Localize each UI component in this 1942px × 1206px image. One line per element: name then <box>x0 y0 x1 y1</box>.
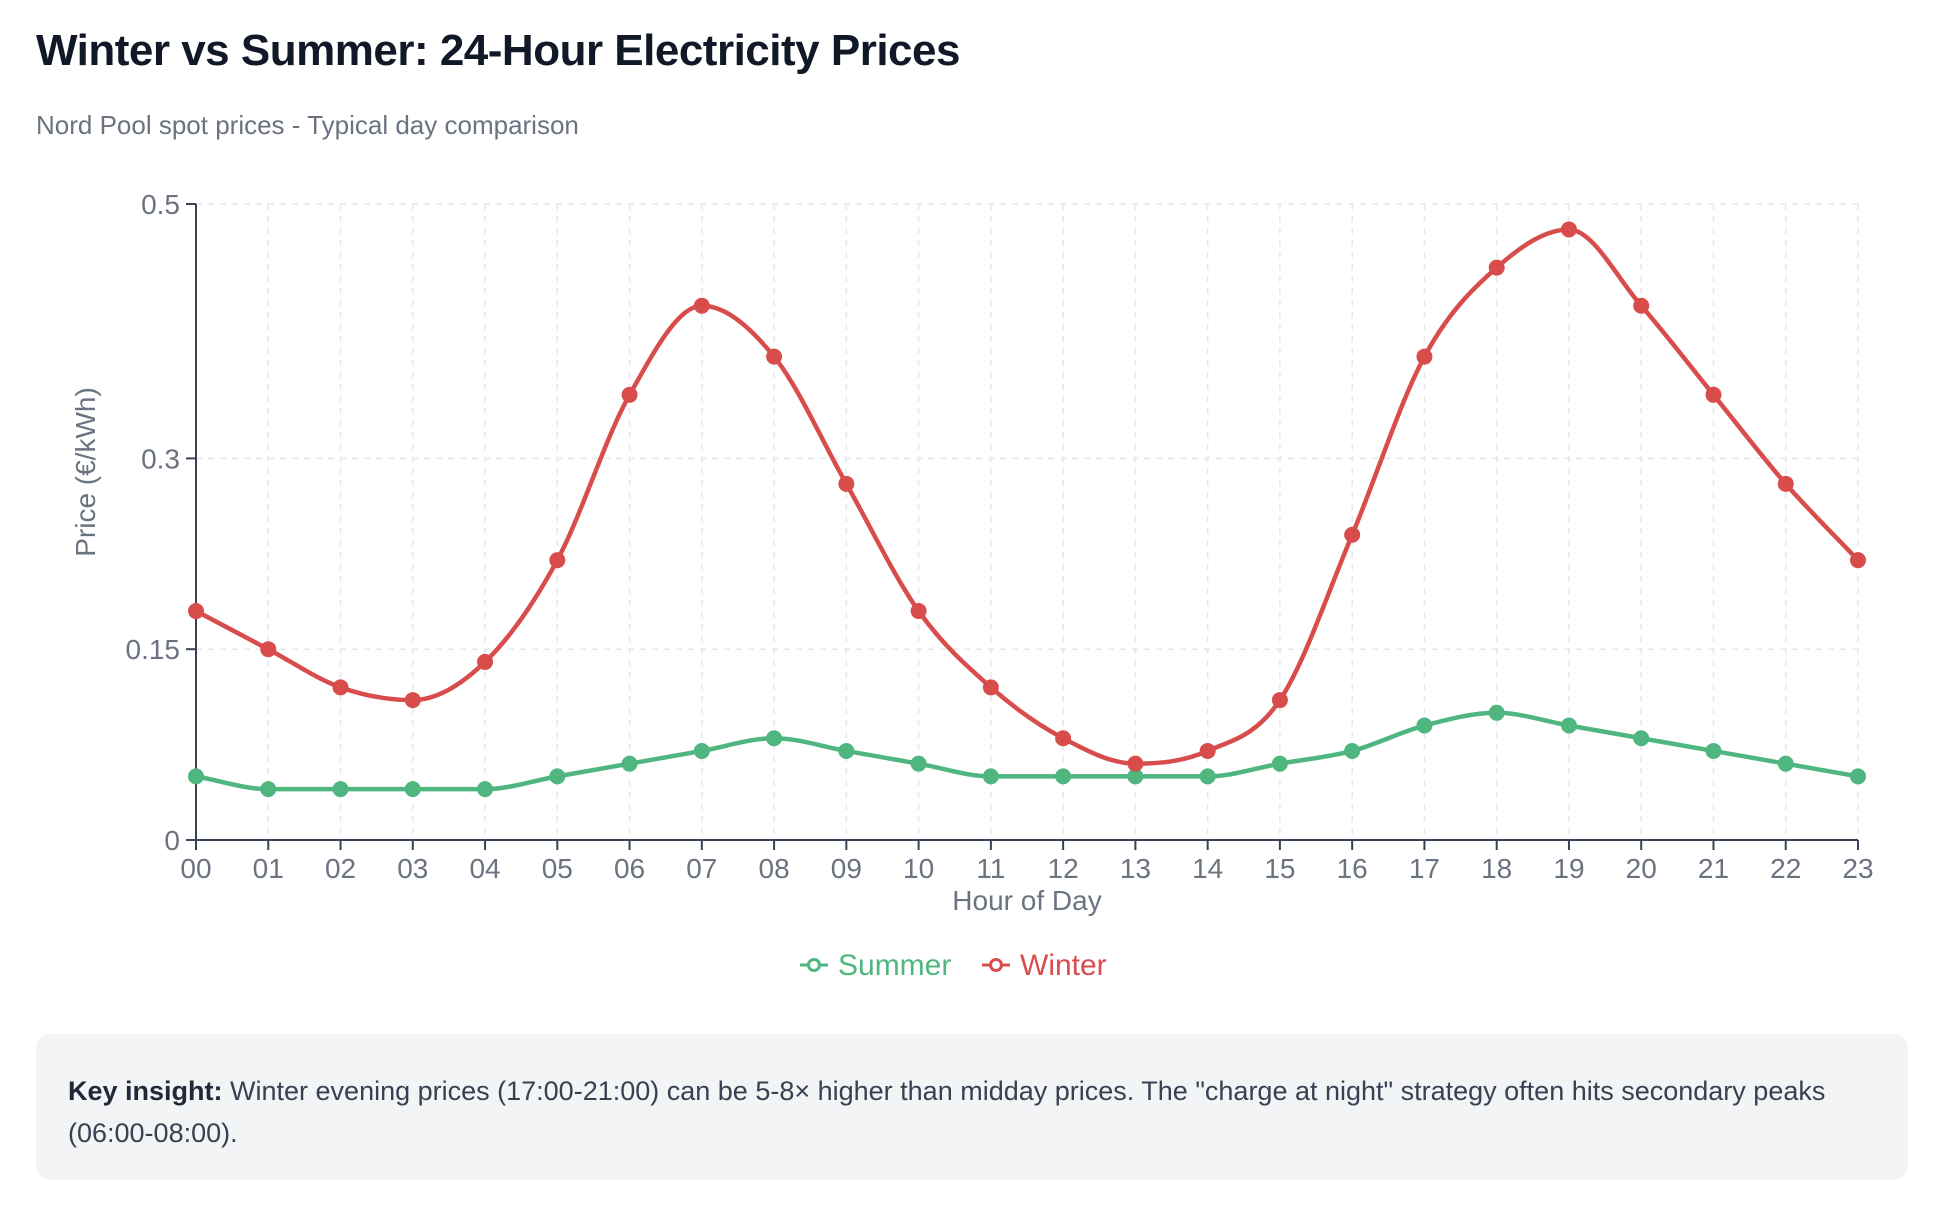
x-tick-label: 14 <box>1192 853 1223 884</box>
summer-point-02[interactable] <box>332 781 349 798</box>
winter-point-07[interactable] <box>693 297 710 314</box>
x-tick-label: 04 <box>469 853 500 884</box>
summer-point-03[interactable] <box>404 781 421 798</box>
x-tick-label: 21 <box>1698 853 1729 884</box>
x-tick-label: 07 <box>686 853 717 884</box>
summer-point-12[interactable] <box>1055 768 1072 785</box>
y-tick-label: 0 <box>164 825 180 856</box>
summer-point-06[interactable] <box>621 755 638 772</box>
winter-point-22[interactable] <box>1777 475 1794 492</box>
winter-point-02[interactable] <box>332 679 349 696</box>
summer-point-05[interactable] <box>549 768 566 785</box>
chart-title: Winter vs Summer: 24-Hour Electricity Pr… <box>36 26 960 75</box>
x-axis-title: Hour of Day <box>952 885 1101 916</box>
summer-point-09[interactable] <box>838 742 855 759</box>
x-tick-label: 17 <box>1409 853 1440 884</box>
summer-point-00[interactable] <box>188 768 204 785</box>
winter-point-03[interactable] <box>404 692 421 709</box>
insight-box: Key insight: Winter evening prices (17:0… <box>36 1034 1908 1180</box>
summer-point-14[interactable] <box>1199 768 1216 785</box>
summer-point-04[interactable] <box>477 781 494 798</box>
winter-point-05[interactable] <box>549 552 566 569</box>
winter-point-04[interactable] <box>477 653 494 670</box>
insight-text: Winter evening prices (17:00-21:00) can … <box>68 1076 1826 1148</box>
winter-point-10[interactable] <box>910 603 927 620</box>
x-tick-label: 08 <box>759 853 790 884</box>
winter-point-18[interactable] <box>1488 259 1505 276</box>
summer-point-16[interactable] <box>1344 742 1361 759</box>
summer-point-10[interactable] <box>910 755 927 772</box>
x-tick-label: 13 <box>1120 853 1151 884</box>
winter-point-09[interactable] <box>838 475 855 492</box>
summer-point-22[interactable] <box>1777 755 1794 772</box>
winter-point-06[interactable] <box>621 386 638 403</box>
winter-point-14[interactable] <box>1199 742 1216 759</box>
legend-summer-label: Summer <box>838 949 951 982</box>
summer-series-line <box>193 710 1861 792</box>
winter-point-15[interactable] <box>1271 692 1288 709</box>
winter-point-21[interactable] <box>1705 386 1722 403</box>
legend-winter-marker[interactable] <box>989 958 1003 972</box>
x-tick-label: 01 <box>253 853 284 884</box>
summer-point-18[interactable] <box>1488 704 1505 721</box>
y-axis-title: Price (€/kWh) <box>70 387 101 557</box>
x-tick-label: 09 <box>831 853 862 884</box>
x-tick-label: 05 <box>542 853 573 884</box>
winter-point-12[interactable] <box>1055 730 1072 747</box>
x-tick-label: 12 <box>1048 853 1079 884</box>
winter-point-23[interactable] <box>1850 552 1866 569</box>
x-tick-label: 16 <box>1337 853 1368 884</box>
winter-series-line <box>193 227 1861 766</box>
winter-point-13[interactable] <box>1127 755 1144 772</box>
winter-point-11[interactable] <box>982 679 999 696</box>
legend-summer-marker[interactable] <box>807 958 821 972</box>
x-tick-label: 06 <box>614 853 645 884</box>
x-tick-label: 23 <box>1842 853 1873 884</box>
y-tick-label: 0.3 <box>141 443 180 474</box>
winter-point-08[interactable] <box>766 348 783 365</box>
summer-point-23[interactable] <box>1850 768 1866 785</box>
y-tick-label: 0.15 <box>126 634 181 665</box>
y-tick-label: 0.5 <box>141 189 180 220</box>
winter-point-16[interactable] <box>1344 526 1361 543</box>
chart-subtitle: Nord Pool spot prices - Typical day comp… <box>36 110 579 140</box>
summer-point-15[interactable] <box>1271 755 1288 772</box>
summer-point-07[interactable] <box>693 742 710 759</box>
x-tick-label: 19 <box>1553 853 1584 884</box>
summer-point-20[interactable] <box>1633 730 1650 747</box>
legend-winter-label: Winter <box>1020 949 1107 982</box>
winter-point-20[interactable] <box>1633 297 1650 314</box>
summer-point-11[interactable] <box>982 768 999 785</box>
x-tick-label: 22 <box>1770 853 1801 884</box>
winter-point-19[interactable] <box>1560 221 1577 238</box>
winter-point-00[interactable] <box>188 603 204 620</box>
x-tick-label: 11 <box>976 853 1005 884</box>
x-tick-label: 18 <box>1481 853 1512 884</box>
winter-point-01[interactable] <box>260 641 277 658</box>
summer-point-08[interactable] <box>766 730 783 747</box>
x-tick-label: 02 <box>325 853 356 884</box>
x-tick-label: 00 <box>180 853 211 884</box>
x-tick-label: 20 <box>1626 853 1657 884</box>
summer-point-19[interactable] <box>1560 717 1577 734</box>
x-tick-label: 03 <box>397 853 428 884</box>
x-tick-label: 15 <box>1264 853 1295 884</box>
summer-point-17[interactable] <box>1416 717 1433 734</box>
line-chart: 0 0.15 0.3 0.5 00 01 02 03 04 05 06 07 08 09 10 11 12 13 1… <box>70 189 1874 982</box>
x-tick-label: 10 <box>903 853 934 884</box>
summer-point-01[interactable] <box>260 781 277 798</box>
summer-point-21[interactable] <box>1705 742 1722 759</box>
winter-point-17[interactable] <box>1416 348 1433 365</box>
insight-label: Key insight: <box>68 1076 223 1106</box>
